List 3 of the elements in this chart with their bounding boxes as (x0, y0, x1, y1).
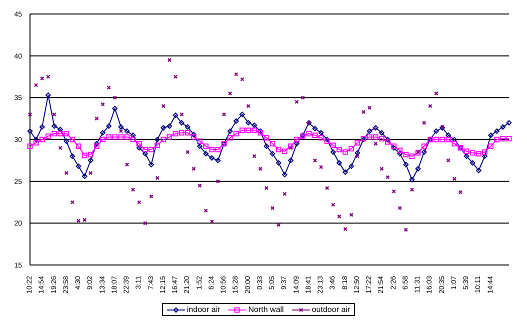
legend-label: outdoor air (312, 305, 350, 314)
legend-label: North wall (248, 305, 284, 314)
legend-label: indoor air (186, 305, 220, 314)
